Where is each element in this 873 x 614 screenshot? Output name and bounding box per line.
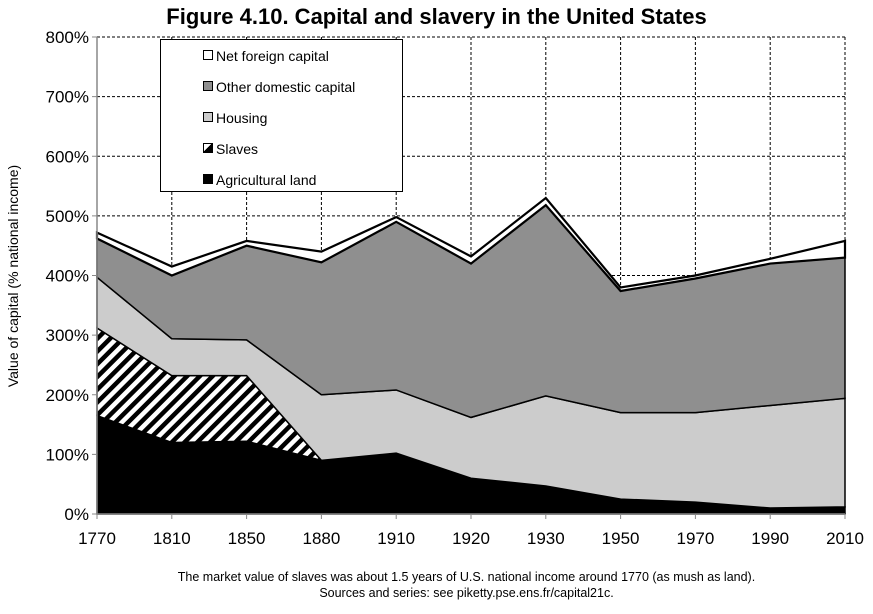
legend-label: Slaves bbox=[216, 141, 259, 157]
x-tick-label: 1770 bbox=[78, 529, 116, 548]
y-tick-label: 600% bbox=[46, 147, 89, 166]
legend-item-net-foreign-capital: Net foreign capital bbox=[203, 47, 329, 65]
legend: Net foreign capital Other domestic capit… bbox=[160, 39, 403, 192]
legend-label: Net foreign capital bbox=[216, 48, 329, 64]
x-tick-label: 1990 bbox=[751, 529, 789, 548]
legend-swatch-net-foreign bbox=[203, 50, 213, 60]
footnote-slavery: The market value of slaves was about 1.5… bbox=[177, 570, 756, 584]
y-tick-label: 100% bbox=[46, 445, 89, 464]
legend-swatch-slaves bbox=[203, 143, 213, 153]
x-tick-label: 1920 bbox=[452, 529, 490, 548]
area-net-foreign-capital bbox=[95, 196, 847, 293]
x-tick-label: 1950 bbox=[602, 529, 640, 548]
x-tick-label: 1970 bbox=[676, 529, 714, 548]
legend-item-agricultural-land: Agricultural land bbox=[203, 171, 316, 189]
y-tick-label: 700% bbox=[46, 88, 89, 107]
legend-item-other-domestic-capital: Other domestic capital bbox=[203, 78, 355, 96]
footnote-sources: Sources and series: see piketty.pse.ens.… bbox=[319, 586, 614, 600]
y-tick-label: 800% bbox=[46, 28, 89, 47]
x-tick-label: 2010 bbox=[826, 529, 864, 548]
legend-item-housing: Housing bbox=[203, 109, 267, 127]
x-tick-label: 1930 bbox=[527, 529, 565, 548]
chart-title: Figure 4.10. Capital and slavery in the … bbox=[166, 4, 707, 29]
legend-item-slaves: Slaves bbox=[203, 140, 258, 158]
y-tick-label: 300% bbox=[46, 326, 89, 345]
x-tick-label: 1850 bbox=[228, 529, 266, 548]
x-tick-label: 1880 bbox=[302, 529, 340, 548]
y-tick-label: 200% bbox=[46, 386, 89, 405]
legend-swatch-agricultural bbox=[203, 174, 213, 184]
y-tick-label: 500% bbox=[46, 207, 89, 226]
legend-swatch-other-domestic bbox=[203, 81, 213, 91]
y-axis-label: Value of capital (% national income) bbox=[5, 164, 21, 388]
legend-label: Housing bbox=[216, 110, 268, 126]
x-tick-label: 1810 bbox=[153, 529, 191, 548]
y-tick-label: 400% bbox=[46, 267, 89, 286]
legend-swatch-housing bbox=[203, 112, 213, 122]
x-tick-label: 1910 bbox=[377, 529, 415, 548]
legend-label: Other domestic capital bbox=[216, 79, 356, 95]
legend-label: Agricultural land bbox=[216, 172, 317, 188]
y-tick-label: 0% bbox=[64, 505, 89, 524]
